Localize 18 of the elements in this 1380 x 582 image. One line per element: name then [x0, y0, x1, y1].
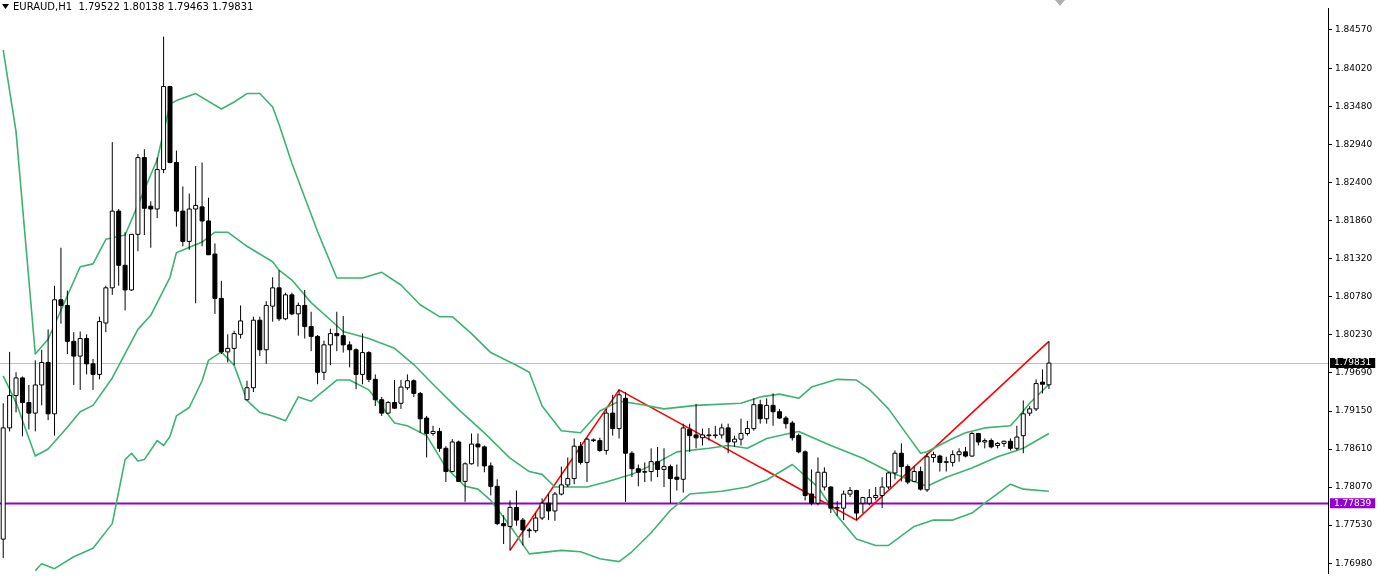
y-tick-label: 1.78610 [1335, 443, 1373, 454]
y-tick-label: 1.80230 [1335, 329, 1373, 340]
y-tick-label: 1.77530 [1335, 519, 1373, 530]
y-tick-label: 1.83480 [1335, 100, 1373, 111]
y-tick-label: 1.81860 [1335, 214, 1373, 225]
ref-line-label: 1.79831 [1334, 357, 1372, 368]
y-tick-label: 1.79690 [1335, 367, 1373, 378]
y-tick-label: 1.76980 [1335, 558, 1373, 569]
ref-line-label: 1.77839 [1334, 497, 1372, 508]
y-tick-label: 1.80780 [1335, 290, 1373, 301]
y-tick-label: 1.78070 [1335, 481, 1373, 492]
y-tick-label: 1.84020 [1335, 62, 1373, 73]
y-tick-label: 1.82400 [1335, 176, 1373, 187]
chart-title: EURAUD,H1 1.79522 1.80138 1.79463 1.79831 [13, 1, 254, 12]
y-tick-label: 1.84570 [1335, 23, 1373, 34]
y-tick-label: 1.81320 [1335, 252, 1373, 263]
y-tick-label: 1.82940 [1335, 138, 1373, 149]
y-tick-label: 1.79150 [1335, 405, 1373, 416]
